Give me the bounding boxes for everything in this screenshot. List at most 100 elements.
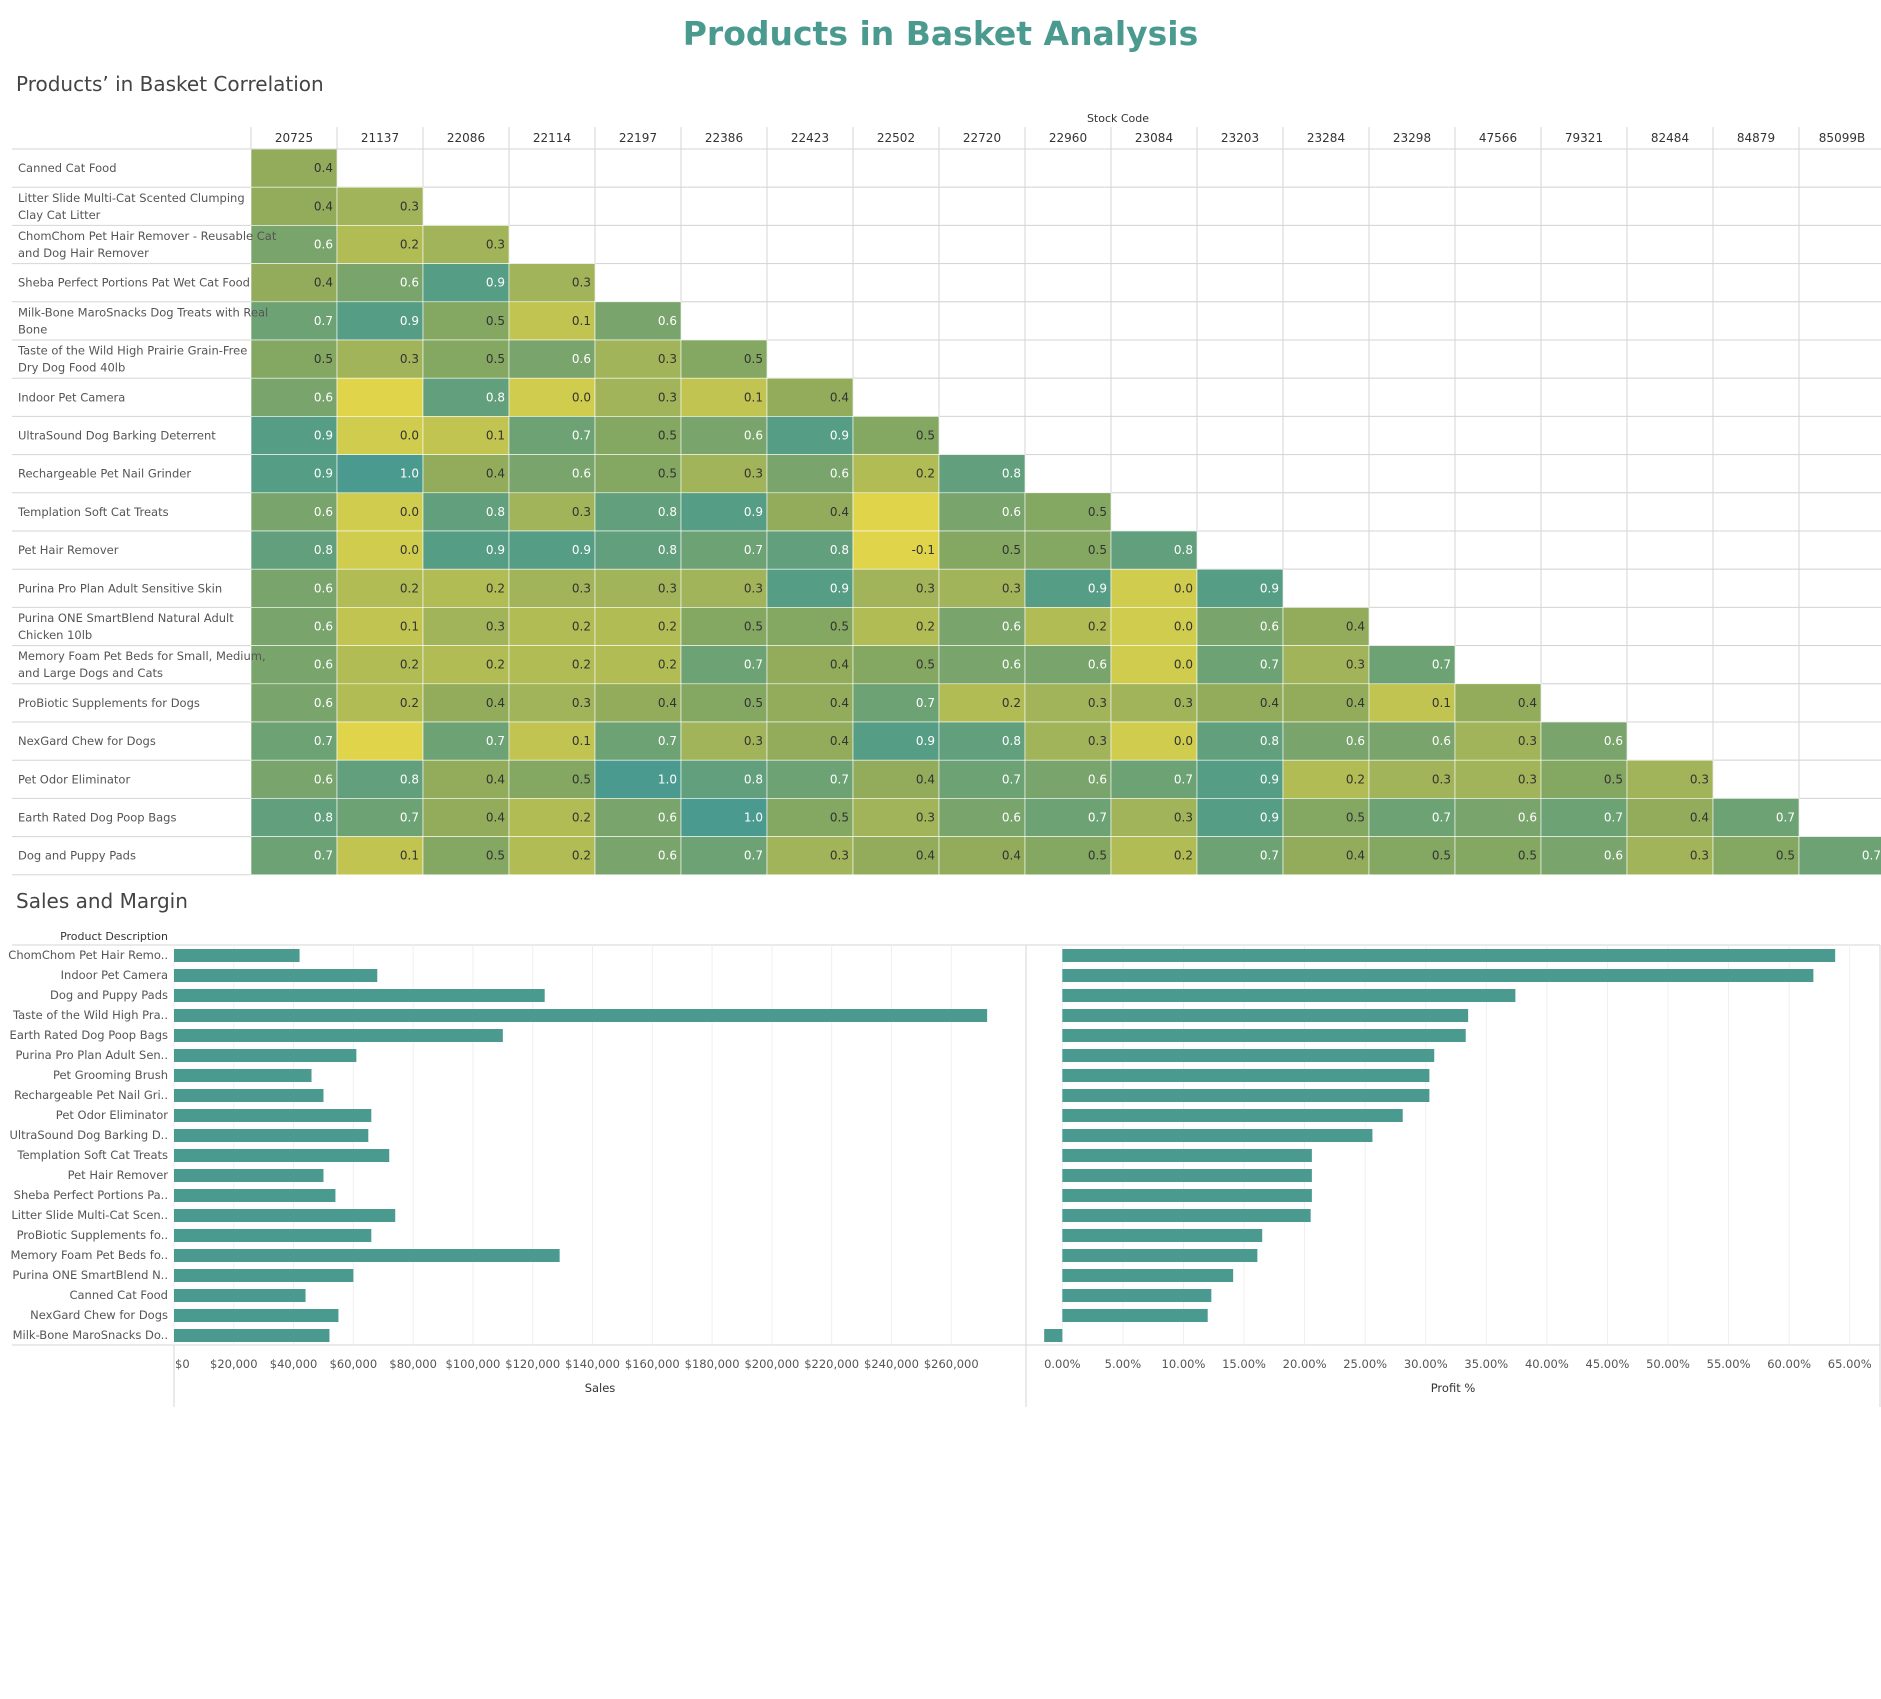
heatmap-cell[interactable] — [336, 377, 424, 417]
bar[interactable] — [1062, 1209, 1311, 1222]
heatmap-cell[interactable] — [680, 798, 768, 837]
heatmap-cell[interactable] — [336, 225, 424, 264]
heatmap-cell[interactable] — [1196, 607, 1284, 646]
bar[interactable] — [174, 1309, 339, 1322]
heatmap-cell[interactable] — [1110, 836, 1198, 876]
heatmap-cell[interactable] — [1024, 683, 1112, 723]
heatmap-cell[interactable] — [250, 225, 338, 264]
bar[interactable] — [174, 1089, 324, 1102]
heatmap-cell[interactable] — [594, 339, 682, 379]
heatmap-cell[interactable] — [250, 186, 338, 226]
heatmap-cell[interactable] — [250, 798, 338, 837]
bar[interactable] — [1062, 1089, 1430, 1102]
heatmap-cell[interactable] — [508, 530, 596, 570]
heatmap-cell[interactable] — [1282, 683, 1370, 723]
heatmap-cell[interactable] — [938, 568, 1026, 608]
heatmap-cell[interactable] — [1282, 759, 1370, 799]
bar[interactable] — [174, 1209, 396, 1222]
heatmap-cell[interactable] — [680, 568, 768, 608]
heatmap-cell[interactable] — [1454, 798, 1542, 837]
heatmap-cell[interactable] — [1454, 759, 1542, 799]
heatmap-cell[interactable] — [766, 377, 854, 417]
heatmap-cell[interactable] — [422, 225, 510, 264]
bar[interactable] — [174, 1029, 503, 1042]
heatmap-cell[interactable] — [1282, 645, 1370, 685]
heatmap-cell[interactable] — [594, 568, 682, 608]
heatmap-cell[interactable] — [852, 607, 940, 646]
heatmap-cell[interactable] — [508, 798, 596, 837]
heatmap-cell[interactable] — [1540, 836, 1628, 876]
heatmap-cell[interactable] — [594, 798, 682, 837]
heatmap-cell[interactable] — [680, 836, 768, 876]
heatmap-cell[interactable] — [508, 836, 596, 876]
heatmap-cell[interactable] — [336, 759, 424, 799]
heatmap-cell[interactable] — [422, 645, 510, 685]
heatmap-cell[interactable] — [336, 339, 424, 379]
heatmap-cell[interactable] — [766, 607, 854, 646]
heatmap-cell[interactable] — [1110, 530, 1198, 570]
heatmap-cell[interactable] — [1196, 798, 1284, 837]
heatmap-cell[interactable] — [508, 301, 596, 341]
heatmap-cell[interactable] — [852, 530, 940, 570]
bar[interactable] — [1062, 989, 1516, 1002]
heatmap-cell[interactable] — [938, 645, 1026, 685]
bar[interactable] — [1062, 1109, 1403, 1122]
heatmap-cell[interactable] — [1024, 568, 1112, 608]
bar[interactable] — [1062, 1149, 1312, 1162]
heatmap-cell[interactable] — [336, 492, 424, 532]
heatmap-cell[interactable] — [1024, 759, 1112, 799]
bar[interactable] — [174, 1269, 354, 1282]
heatmap-cell[interactable] — [1024, 721, 1112, 761]
heatmap-cell[interactable] — [508, 263, 596, 303]
bar[interactable] — [174, 1169, 324, 1182]
bar[interactable] — [1062, 1229, 1263, 1242]
heatmap-cell[interactable] — [852, 683, 940, 723]
bar[interactable] — [174, 1129, 369, 1142]
heatmap-cell[interactable] — [1196, 568, 1284, 608]
heatmap-cell[interactable] — [1798, 836, 1881, 876]
heatmap-cell[interactable] — [1024, 798, 1112, 837]
heatmap-cell[interactable] — [766, 836, 854, 876]
heatmap-cell[interactable] — [852, 416, 940, 455]
heatmap-cell[interactable] — [1712, 798, 1800, 837]
heatmap-cell[interactable] — [508, 568, 596, 608]
heatmap-cell[interactable] — [1110, 568, 1198, 608]
heatmap-cell[interactable] — [508, 416, 596, 455]
heatmap-cell[interactable] — [1626, 759, 1714, 799]
heatmap-cell[interactable] — [1454, 836, 1542, 876]
heatmap-cell[interactable] — [336, 836, 424, 876]
heatmap-cell[interactable] — [422, 607, 510, 646]
heatmap-cell[interactable] — [1540, 759, 1628, 799]
bar[interactable] — [1062, 1049, 1435, 1062]
heatmap-cell[interactable] — [1196, 683, 1284, 723]
heatmap-cell[interactable] — [594, 607, 682, 646]
heatmap-cell[interactable] — [766, 645, 854, 685]
heatmap-cell[interactable] — [766, 683, 854, 723]
heatmap-cell[interactable] — [1454, 683, 1542, 723]
heatmap-cell[interactable] — [938, 607, 1026, 646]
heatmap-cell[interactable] — [250, 759, 338, 799]
heatmap-cell[interactable] — [508, 683, 596, 723]
heatmap-cell[interactable] — [1368, 721, 1456, 761]
heatmap-cell[interactable] — [422, 454, 510, 494]
heatmap-cell[interactable] — [1368, 645, 1456, 685]
bar[interactable] — [174, 989, 545, 1002]
heatmap-cell[interactable] — [1368, 759, 1456, 799]
bar[interactable] — [1062, 1009, 1469, 1022]
heatmap-cell[interactable] — [1024, 492, 1112, 532]
heatmap-cell[interactable] — [1626, 798, 1714, 837]
heatmap-cell[interactable] — [852, 759, 940, 799]
heatmap-cell[interactable] — [1540, 798, 1628, 837]
heatmap-cell[interactable] — [336, 263, 424, 303]
bar[interactable] — [174, 1189, 336, 1202]
bar[interactable] — [1062, 1269, 1234, 1282]
heatmap-cell[interactable] — [594, 836, 682, 876]
heatmap-cell[interactable] — [250, 607, 338, 646]
bar[interactable] — [174, 1289, 306, 1302]
heatmap-cell[interactable] — [336, 607, 424, 646]
heatmap-cell[interactable] — [852, 721, 940, 761]
heatmap-cell[interactable] — [250, 416, 338, 455]
heatmap-cell[interactable] — [1368, 798, 1456, 837]
heatmap-cell[interactable] — [1110, 721, 1198, 761]
heatmap-cell[interactable] — [1110, 645, 1198, 685]
